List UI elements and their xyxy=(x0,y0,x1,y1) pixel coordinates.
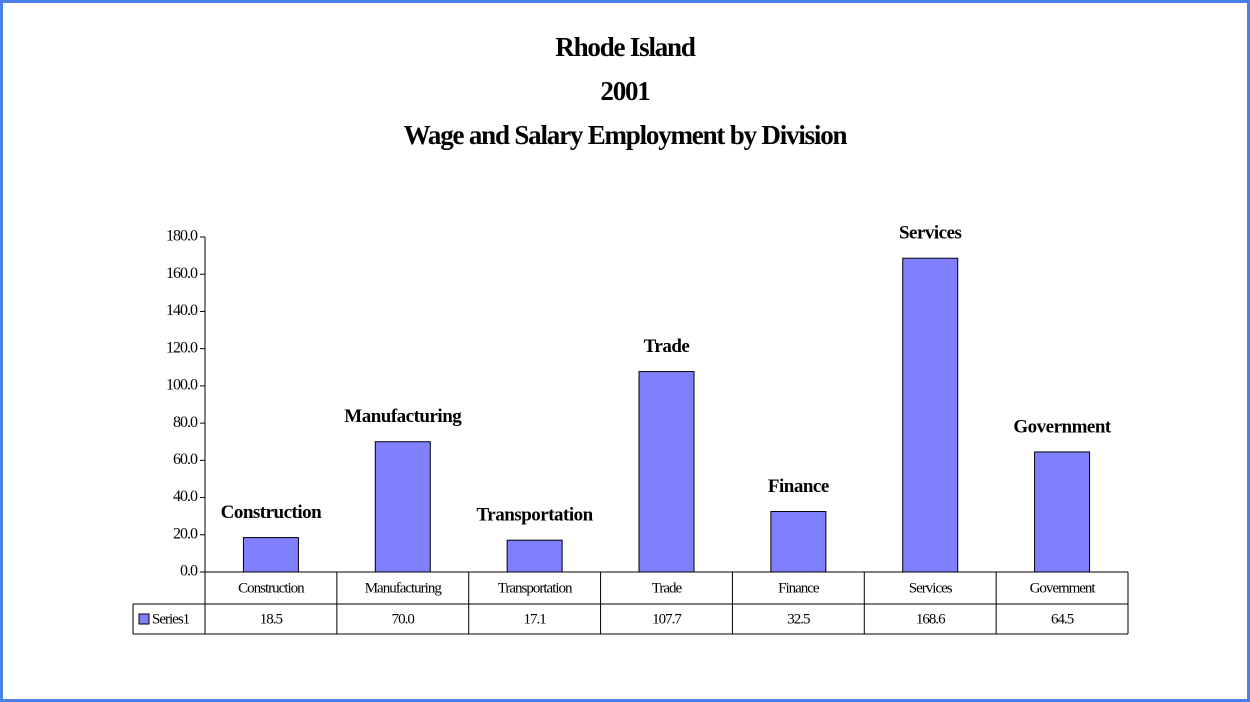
x-tick-label: Services xyxy=(909,580,953,596)
bar-annotation: Government xyxy=(1013,416,1112,437)
chart-title: 2001 xyxy=(600,76,650,106)
chart-title: Wage and Salary Employment by Division xyxy=(404,120,848,150)
bar xyxy=(770,511,827,573)
y-tick-label: 20.0 xyxy=(173,525,198,542)
legend-swatch xyxy=(138,613,150,625)
bar xyxy=(638,371,695,573)
y-tick-label: 60.0 xyxy=(173,451,198,468)
x-tick-label: Government xyxy=(1030,580,1097,596)
bar-annotation: Trade xyxy=(644,336,690,357)
table-value: 168.6 xyxy=(916,611,946,627)
table-value: 32.5 xyxy=(787,611,810,627)
x-tick-label: Finance xyxy=(778,580,820,596)
table-value: 64.5 xyxy=(1051,611,1074,627)
bar xyxy=(506,539,563,573)
table-value: 17.1 xyxy=(524,611,547,627)
x-tick-label: Manufacturing xyxy=(365,580,443,596)
y-tick-label: 40.0 xyxy=(173,488,198,505)
x-tick-label: Construction xyxy=(238,580,305,596)
table-value: 70.0 xyxy=(392,611,415,627)
y-tick-label: 0.0 xyxy=(180,563,198,580)
bar-annotation: Finance xyxy=(768,476,829,497)
y-tick-label: 80.0 xyxy=(173,414,198,431)
bar-annotation: Services xyxy=(899,223,962,244)
y-tick-label: 100.0 xyxy=(166,377,198,394)
bar-annotation: Manufacturing xyxy=(344,406,462,427)
y-tick-label: 120.0 xyxy=(166,339,198,356)
x-tick-label: Trade xyxy=(652,580,683,596)
bar xyxy=(242,537,299,573)
bar-annotation: Construction xyxy=(221,502,323,523)
legend-label: Series1 xyxy=(152,611,190,627)
table-value: 107.7 xyxy=(652,611,682,627)
y-tick-label: 140.0 xyxy=(166,302,198,319)
bar xyxy=(374,441,431,573)
y-tick-label: 160.0 xyxy=(166,265,198,282)
x-tick-label: Transportation xyxy=(498,580,573,596)
bar xyxy=(1034,451,1091,573)
table-value: 18.5 xyxy=(260,611,283,627)
y-tick-label: 180.0 xyxy=(166,228,198,245)
bar-annotation: Transportation xyxy=(477,505,594,526)
bar xyxy=(902,257,959,573)
chart-title: Rhode Island xyxy=(555,32,696,62)
